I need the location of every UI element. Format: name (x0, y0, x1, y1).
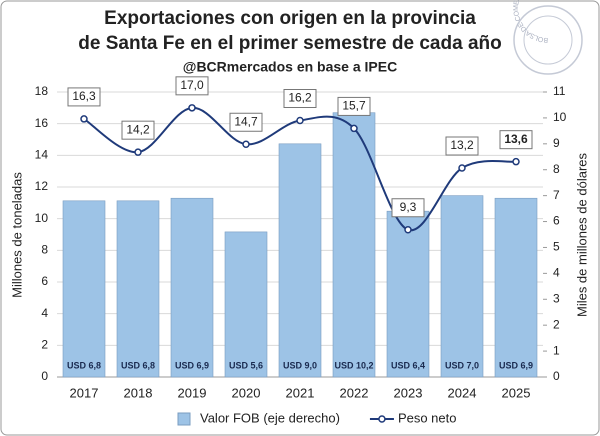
x-tick-label: 2018 (124, 385, 153, 400)
y2-tick-label: 3 (553, 291, 560, 305)
y2-tick-label: 10 (553, 110, 567, 124)
line-value-label: 13,6 (504, 132, 528, 146)
line-marker (458, 164, 466, 172)
line-value-label: 17,0 (180, 78, 204, 92)
y-tick-label: 8 (41, 243, 48, 257)
chart-title: de Santa Fe en el primer semestre de cad… (78, 33, 501, 54)
line-marker (350, 124, 358, 133)
y-tick-label: 4 (41, 306, 48, 320)
label-box (391, 198, 425, 218)
bar (278, 143, 322, 378)
bar-value-label: USD 6,9 (499, 360, 533, 370)
bar (62, 200, 106, 378)
bar-value-label: USD 6,8 (67, 360, 101, 370)
x-tick-label: 2019 (178, 385, 207, 400)
logo-ring (513, 5, 583, 75)
y-tick-label: 16 (35, 116, 49, 130)
legend-label: Valor FOB (eje derecho) (200, 410, 340, 425)
legend-swatch (177, 412, 191, 426)
y2-tick-label: 5 (553, 240, 560, 254)
line-marker (242, 140, 250, 148)
bar-value-label: USD 9,0 (283, 360, 317, 370)
bar (116, 200, 160, 378)
y-tick-label: 0 (41, 369, 48, 383)
line-marker (80, 115, 88, 123)
y-axis-title: Millones de toneladas (9, 172, 24, 298)
y-tick-label: 18 (35, 84, 49, 98)
bar (386, 210, 430, 378)
line-marker (296, 116, 304, 125)
y2-tick-label: 0 (553, 369, 560, 383)
y-tick-label: 6 (41, 274, 48, 288)
y2-tick-label: 11 (553, 84, 566, 98)
x-tick-label: 2022 (340, 385, 369, 400)
y2-tick-label: 1 (553, 343, 560, 357)
bar-value-label: USD 7,0 (445, 360, 479, 370)
line-value-label: 14,2 (126, 122, 150, 136)
y2-tick-label: 7 (553, 188, 560, 202)
y-tick-label: 2 (41, 338, 48, 352)
x-tick-label: 2025 (502, 385, 531, 400)
y-tick-label: 10 (35, 211, 49, 225)
line-value-label: 16,2 (288, 91, 312, 105)
label-box (229, 112, 263, 132)
label-box (445, 136, 479, 156)
legend-label: Peso neto (398, 410, 457, 425)
y-tick-label: 14 (35, 148, 49, 162)
y2-tick-label: 2 (553, 317, 560, 331)
label-box (337, 96, 371, 116)
line-marker (404, 226, 412, 234)
logo-ring (523, 15, 573, 65)
label-box (121, 120, 155, 140)
bar (224, 231, 268, 378)
chart-subtitle: @BCRmercados en base a IPEC (183, 59, 397, 75)
line-marker (188, 104, 196, 112)
x-tick-label: 2020 (232, 385, 261, 400)
line-marker (512, 157, 520, 166)
bar (440, 195, 484, 378)
chart-title: Exportaciones con origen en la provincia (104, 8, 476, 29)
line-value-label: 15,7 (342, 99, 366, 113)
y2-tick-label: 9 (553, 136, 560, 150)
bar-value-label: USD 6,9 (175, 360, 209, 370)
bar (494, 197, 538, 378)
x-tick-label: 2017 (70, 385, 99, 400)
label-box (499, 130, 533, 150)
line-value-label: 14,7 (234, 114, 258, 128)
bar (170, 197, 214, 378)
bar-value-label: USD 10,2 (334, 360, 373, 370)
y2-tick-label: 8 (553, 162, 560, 176)
y2-tick-label: 4 (553, 266, 560, 280)
label-box (175, 76, 209, 96)
x-tick-label: 2023 (394, 385, 423, 400)
label-box (283, 89, 317, 108)
bar-value-label: USD 6,4 (391, 360, 425, 370)
bar-value-label: USD 6,8 (121, 360, 155, 370)
bar-value-label: USD 5,6 (229, 360, 263, 370)
x-tick-label: 2024 (448, 385, 477, 400)
label-box (67, 87, 101, 107)
y2-axis-title: Miles de millones de dólares (574, 152, 589, 317)
line-value-label: 13,2 (450, 138, 474, 152)
line-value-label: 16,3 (72, 89, 96, 103)
legend-swatch (378, 415, 386, 423)
x-tick-label: 2021 (286, 385, 315, 400)
line-marker (134, 148, 142, 156)
y2-tick-label: 6 (553, 214, 560, 228)
y-tick-label: 12 (35, 179, 49, 193)
bar (332, 112, 376, 378)
line-value-label: 9,3 (400, 200, 417, 214)
